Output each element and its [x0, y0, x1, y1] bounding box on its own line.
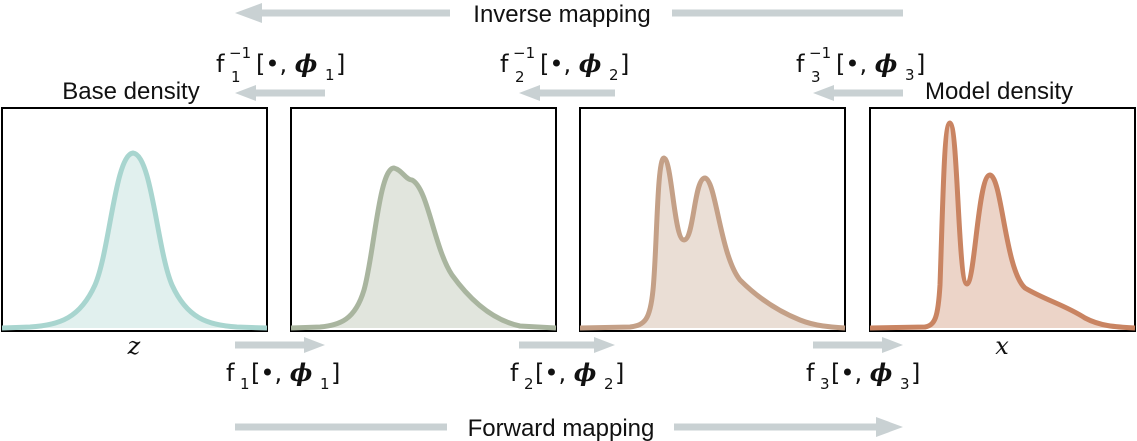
svg-text:2: 2 — [515, 68, 525, 86]
forward-arrow-3 — [813, 337, 903, 353]
svg-text:−1: −1 — [513, 44, 535, 62]
forward-arrow-2 — [519, 337, 615, 353]
svg-text:f: f — [500, 50, 509, 78]
svg-text:[•, ϕ: [•, ϕ — [836, 49, 898, 78]
svg-text:[•, ϕ: [•, ϕ — [540, 49, 602, 78]
forward-function-2: f 2 [•, ϕ 2 ] — [510, 358, 624, 393]
model-density-curve — [869, 120, 1136, 331]
inverse-function-3: f 3 −1 [•, ϕ 3 ] — [796, 44, 925, 86]
forward-arrow-1 — [235, 337, 325, 353]
forward-mapping-arrow — [235, 417, 903, 437]
intermediate-density-panel-2 — [579, 107, 846, 332]
base-density-curve — [1, 150, 268, 331]
svg-text:2: 2 — [524, 375, 534, 393]
svg-text:−1: −1 — [809, 44, 831, 62]
svg-text:f: f — [216, 50, 225, 78]
inverse-arrow-1 — [235, 85, 325, 101]
svg-text:2: 2 — [609, 66, 619, 84]
svg-text:]: ] — [916, 50, 925, 78]
svg-text:−1: −1 — [229, 44, 251, 62]
intermediate-density-panel-1 — [290, 107, 557, 332]
forward-function-3: f 3 [•, ϕ 3 ] — [806, 358, 920, 393]
svg-text:2: 2 — [604, 375, 614, 393]
svg-text:[•, ϕ: [•, ϕ — [535, 358, 597, 387]
intermediate-density-curve-2 — [579, 155, 846, 331]
inverse-mapping-arrow — [235, 3, 903, 23]
svg-text:]: ] — [331, 359, 340, 387]
svg-text:]: ] — [620, 50, 629, 78]
svg-text:f: f — [510, 359, 519, 387]
svg-text:f: f — [226, 359, 235, 387]
inverse-arrow-3 — [813, 85, 903, 101]
base-density-label: Base density — [62, 78, 199, 105]
svg-text:[•, ϕ: [•, ϕ — [256, 49, 318, 78]
svg-text:1: 1 — [325, 66, 335, 84]
inverse-arrow-2 — [519, 85, 615, 101]
inverse-function-1: f 1 −1 [•, ϕ 1 ] — [216, 44, 345, 86]
svg-text:1: 1 — [320, 375, 330, 393]
base-density-panel — [1, 107, 268, 332]
forward-function-1: f 1 [•, ϕ 1 ] — [226, 358, 340, 393]
svg-text:]: ] — [336, 50, 345, 78]
svg-text:3: 3 — [820, 375, 830, 393]
svg-text:3: 3 — [905, 66, 915, 84]
intermediate-density-curve-1 — [290, 165, 557, 331]
svg-text:3: 3 — [811, 68, 821, 86]
svg-text:[•, ϕ: [•, ϕ — [251, 358, 313, 387]
forward-mapping-label: Forward mapping — [468, 415, 655, 441]
model-density-label: Model density — [925, 78, 1073, 105]
svg-text:f: f — [806, 359, 815, 387]
svg-text:1: 1 — [240, 375, 250, 393]
svg-text:]: ] — [615, 359, 624, 387]
model-density-panel — [869, 107, 1136, 332]
svg-text:[•, ϕ: [•, ϕ — [831, 358, 893, 387]
inverse-mapping-label: Inverse mapping — [473, 1, 650, 28]
svg-text:3: 3 — [900, 375, 910, 393]
axis-label-z: z — [127, 332, 141, 360]
svg-text:1: 1 — [231, 68, 241, 86]
inverse-function-2: f 2 −1 [•, ϕ 2 ] — [500, 44, 629, 86]
svg-text:f: f — [796, 50, 805, 78]
axis-label-x: x — [995, 332, 1009, 360]
svg-text:]: ] — [911, 359, 920, 387]
